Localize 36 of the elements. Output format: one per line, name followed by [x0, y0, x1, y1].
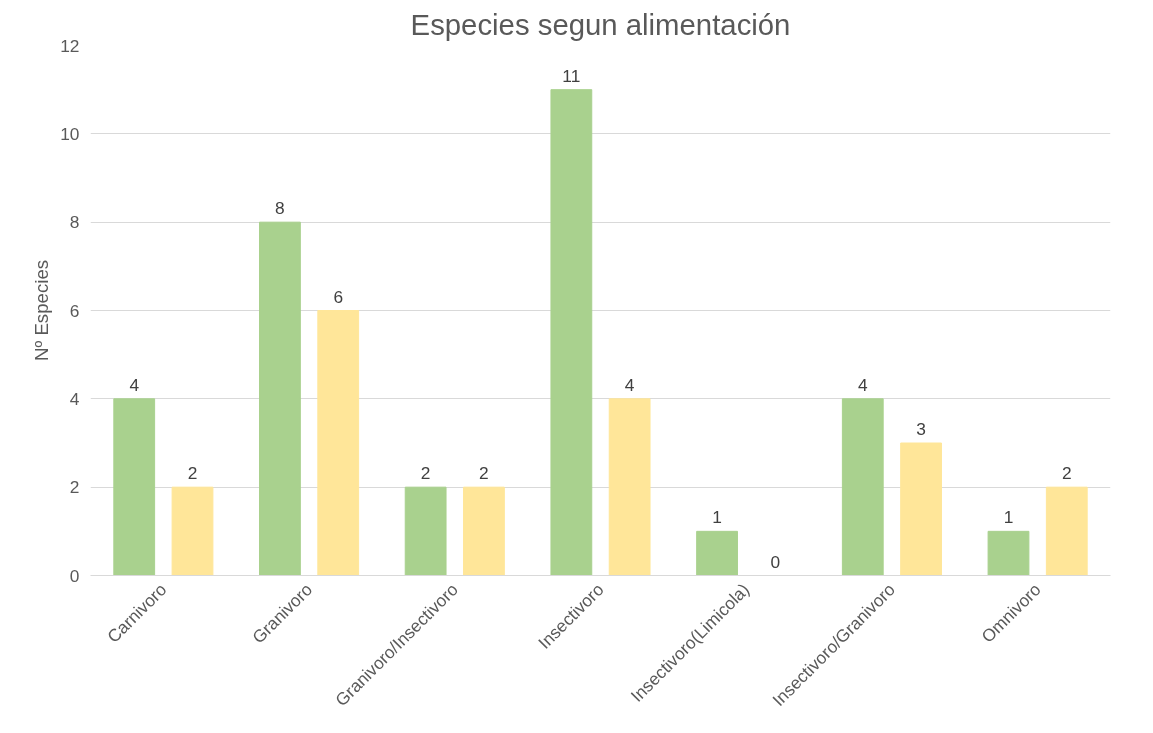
y-tick-label: 8	[69, 212, 80, 233]
y-tick-label: 2	[69, 477, 80, 498]
y-axis-title: Nº Especies	[31, 259, 53, 362]
data-label: 8	[275, 198, 285, 219]
bar	[259, 221, 301, 576]
bar	[1045, 486, 1088, 576]
data-label: 4	[129, 374, 140, 395]
data-label: 2	[187, 463, 198, 484]
data-label: 2	[420, 463, 431, 484]
bar	[463, 486, 505, 576]
data-label: 2	[1061, 463, 1072, 484]
data-label: 6	[333, 286, 344, 307]
bar	[608, 398, 651, 576]
data-label: 1	[1003, 507, 1014, 528]
bar	[404, 486, 447, 576]
y-tick-label: 0	[69, 565, 80, 586]
data-label: 1	[712, 507, 722, 528]
data-label: 4	[624, 374, 635, 395]
y-tick-label: 4	[69, 388, 80, 409]
bar	[987, 530, 1030, 576]
y-tick-label: 10	[60, 123, 80, 144]
data-label: 0	[770, 551, 781, 572]
data-label: 3	[916, 419, 926, 439]
y-tick-label: 12	[60, 35, 80, 56]
bar	[317, 310, 360, 576]
bar	[841, 398, 884, 576]
data-label: 11	[562, 65, 581, 86]
bar	[696, 530, 738, 576]
chart-title: Especies segun alimentación	[410, 7, 791, 41]
bar	[171, 486, 214, 576]
bar	[113, 398, 156, 576]
bar	[550, 89, 593, 576]
data-label: 2	[479, 463, 489, 484]
bar	[900, 442, 942, 576]
data-label: 4	[857, 374, 868, 395]
y-tick-label: 6	[69, 300, 80, 321]
